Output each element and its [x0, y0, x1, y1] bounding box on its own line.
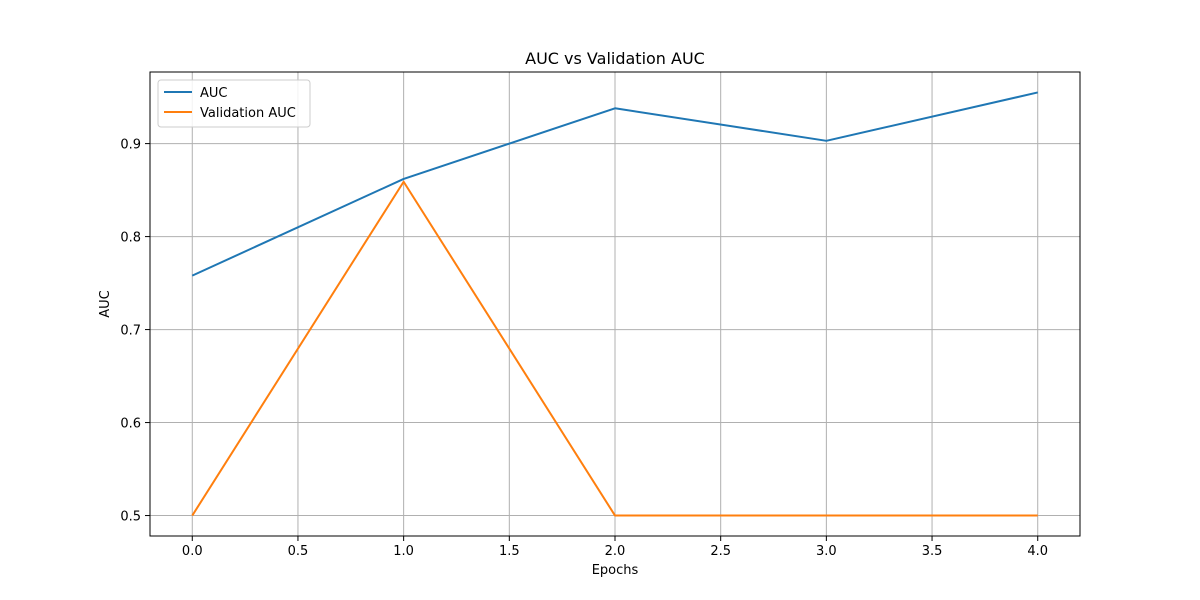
x-tick-label: 4.0: [1027, 544, 1048, 559]
x-tick-label: 3.0: [816, 544, 837, 559]
x-tick-label: 2.0: [605, 544, 626, 559]
x-axis-label: Epochs: [592, 563, 639, 578]
y-tick-label: 0.9: [120, 138, 141, 153]
chart-title: AUC vs Validation AUC: [525, 49, 705, 68]
y-tick-label: 0.6: [120, 417, 141, 432]
legend: AUC Validation AUC: [157, 79, 311, 128]
x-tick-label: 0.0: [182, 544, 203, 559]
legend-label: Validation AUC: [200, 106, 296, 121]
y-axis-label: AUC: [98, 290, 113, 318]
series-line-auc: [191, 91, 1038, 277]
y-axis: 0.5 0.6 0.7 0.8 0.9: [120, 138, 150, 525]
legend-label: AUC: [200, 86, 228, 101]
y-tick-label: 0.5: [120, 510, 141, 525]
x-tick-label: 2.5: [710, 544, 731, 559]
series-line-validation-auc: [191, 180, 1038, 517]
series-group: [191, 91, 1038, 517]
legend-box: [157, 79, 311, 128]
x-tick-label: 1.5: [499, 544, 520, 559]
y-tick-label: 0.8: [120, 231, 141, 246]
x-tick-label: 1.0: [393, 544, 414, 559]
y-tick-label: 0.7: [120, 324, 141, 339]
x-axis: 0.0 0.5 1.0 1.5 2.0 2.5 3.0 3.5 4.0: [182, 536, 1048, 559]
x-tick-label: 3.5: [922, 544, 943, 559]
x-tick-label: 0.5: [288, 544, 309, 559]
